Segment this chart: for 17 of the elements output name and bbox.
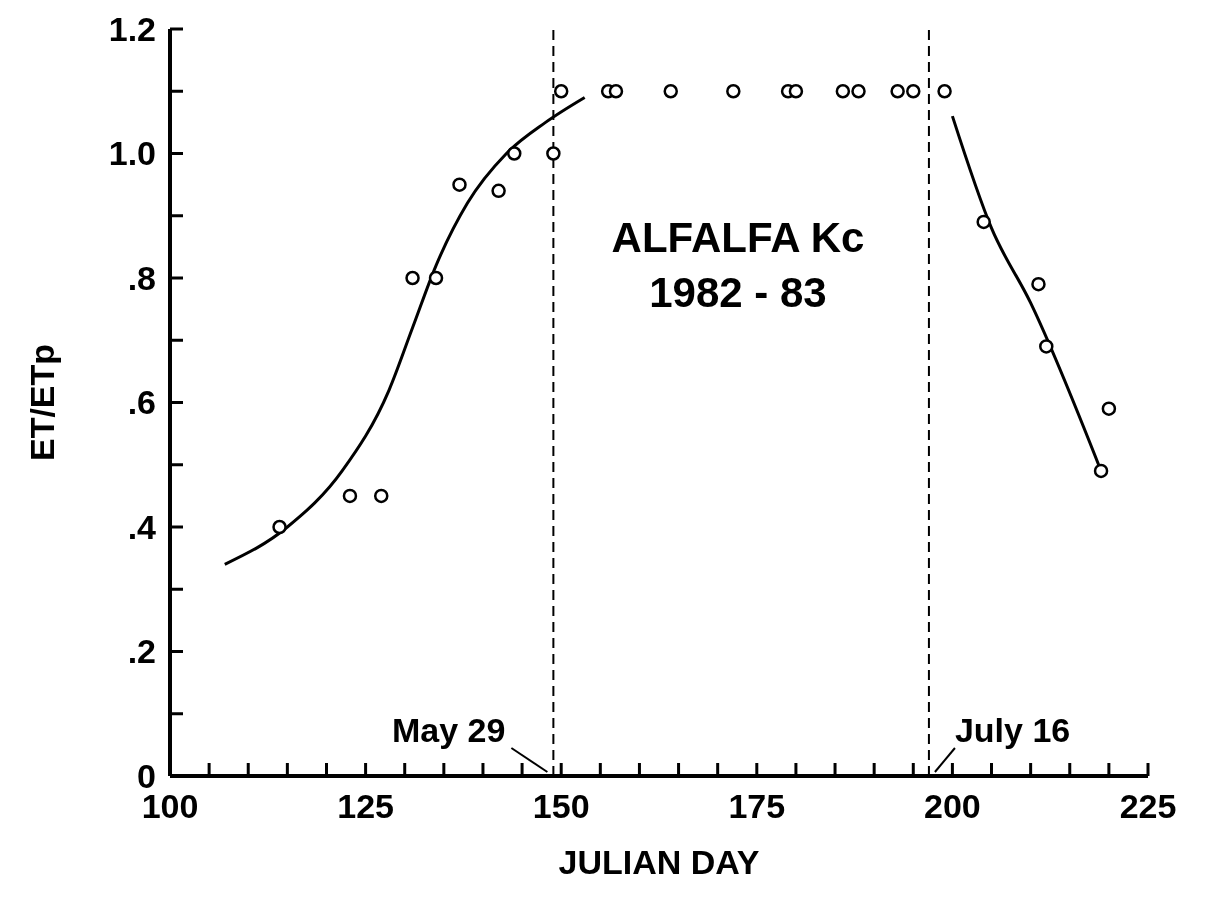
y-tick-label: 1.0 xyxy=(108,134,156,173)
annotation: ALFALFA Kc xyxy=(610,213,866,263)
y-tick-label: .8 xyxy=(127,258,156,297)
x-tick-label: 225 xyxy=(1119,787,1177,825)
y-tick-label: .4 xyxy=(127,507,157,546)
y-tick-label: .6 xyxy=(127,383,156,422)
x-tick-label: 150 xyxy=(532,787,590,825)
y-tick-label: .2 xyxy=(127,632,156,671)
x-tick-label: 200 xyxy=(924,787,981,825)
ref-line-label: May 29 xyxy=(391,711,506,749)
ref-line-label: July 16 xyxy=(954,711,1071,749)
x-tick-label: 125 xyxy=(337,787,394,825)
x-tick-label: 175 xyxy=(728,787,786,825)
y-tick-label: 1.2 xyxy=(108,9,156,48)
x-axis-title: JULIAN DAY xyxy=(558,843,760,881)
y-axis-title: ET/ETp xyxy=(23,343,62,462)
annotation: 1982 - 83 xyxy=(648,268,828,318)
